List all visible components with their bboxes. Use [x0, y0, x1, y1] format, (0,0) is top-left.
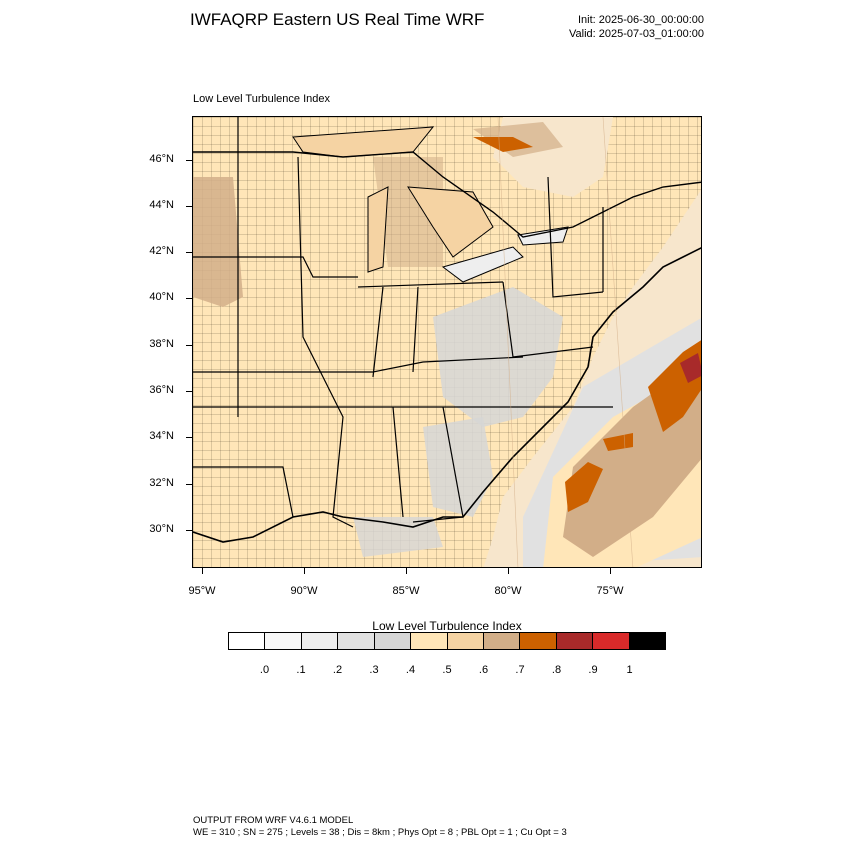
lon-tick-label: 75°W	[596, 585, 624, 597]
lon-tick-mark	[406, 568, 407, 574]
western-tan-area	[193, 177, 243, 307]
lake-erie	[441, 246, 524, 283]
legend-swatch	[374, 633, 412, 649]
lat-tick-label: 34°N	[149, 430, 174, 442]
north-orange-cell	[473, 137, 533, 152]
valid-time: Valid: 2025-07-03_01:00:00	[569, 28, 704, 40]
legend-label: .8	[551, 664, 562, 676]
legend-label: .9	[588, 664, 598, 676]
legend-label: .7	[515, 664, 525, 676]
lon-tick-mark	[202, 568, 203, 574]
lake-ontario	[517, 226, 569, 246]
lat-tick-mark	[186, 530, 192, 531]
southeast-gray-area	[423, 417, 493, 517]
legend-label: .4	[405, 664, 416, 676]
lat-tick-label: 36°N	[149, 384, 174, 396]
state-borders	[193, 117, 613, 528]
legend-swatch	[483, 633, 521, 649]
lat-tick-label: 38°N	[149, 338, 174, 350]
lon-tick-mark	[304, 568, 305, 574]
lon-tick-mark	[610, 568, 611, 574]
legend-swatch	[338, 633, 375, 649]
lat-tick-mark	[186, 160, 192, 161]
lat-tick-label: 40°N	[149, 291, 174, 303]
lon-tick-label: 85°W	[392, 585, 420, 597]
legend-label: .1	[296, 664, 306, 676]
lat-tick-mark	[186, 252, 192, 253]
lat-tick-mark	[186, 206, 192, 207]
lon-tick-label: 80°W	[494, 585, 522, 597]
map-svg	[193, 117, 701, 567]
coastline	[193, 247, 701, 543]
lat-tick-label: 30°N	[149, 523, 174, 535]
legend-swatch	[447, 633, 484, 649]
lat-tick-mark	[186, 391, 192, 392]
lat-tick-mark	[186, 437, 192, 438]
legend-label: 1	[626, 664, 633, 676]
lon-tick-label: 95°W	[188, 585, 216, 597]
legend-swatch	[411, 633, 448, 649]
legend-swatch	[556, 633, 594, 649]
legend-label: .6	[478, 664, 489, 676]
legend-label: .0	[259, 664, 270, 676]
lat-tick-mark	[186, 484, 192, 485]
legend-swatch	[629, 633, 666, 649]
appalachian-gray-area	[433, 287, 563, 427]
legend-swatch	[520, 633, 557, 649]
lat-tick-label: 42°N	[149, 245, 174, 257]
main-title: IWFAQRP Eastern US Real Time WRF	[190, 10, 485, 29]
lon-tick-mark	[508, 568, 509, 574]
map-title: Low Level Turbulence Index	[193, 93, 330, 105]
legend-swatch	[265, 633, 302, 649]
gulf-gray-area	[353, 517, 443, 557]
legend-swatch	[229, 633, 266, 649]
michigan-tan-area	[373, 157, 443, 267]
legend-label: .5	[442, 664, 452, 676]
legend-swatch	[301, 633, 339, 649]
lat-tick-label: 44°N	[149, 199, 174, 211]
graticule	[497, 117, 634, 567]
lat-tick-mark	[186, 345, 192, 346]
offshore-orange-cell-2	[565, 462, 603, 512]
legend-swatch	[593, 633, 630, 649]
turbulence-map[interactable]	[192, 116, 702, 568]
footer-model-line: OUTPUT FROM WRF V4.6.1 MODEL	[193, 815, 354, 826]
init-time: Init: 2025-06-30_00:00:00	[578, 14, 704, 26]
lake-michigan	[367, 186, 389, 273]
lat-tick-label: 32°N	[149, 477, 174, 489]
lat-tick-mark	[186, 298, 192, 299]
footer-config-line: WE = 310 ; SN = 275 ; Levels = 38 ; Dis …	[193, 827, 567, 838]
offshore-red-cell	[680, 353, 701, 383]
legend-title: Low Level Turbulence Index	[372, 619, 522, 633]
color-legend-bar	[228, 632, 666, 650]
lat-tick-label: 46°N	[149, 153, 174, 165]
legend-label: .2	[332, 664, 343, 676]
canada-border	[193, 151, 701, 238]
offshore-orange-cell-3	[603, 433, 633, 451]
legend-label: .3	[369, 664, 379, 676]
lon-tick-label: 90°W	[290, 585, 318, 597]
